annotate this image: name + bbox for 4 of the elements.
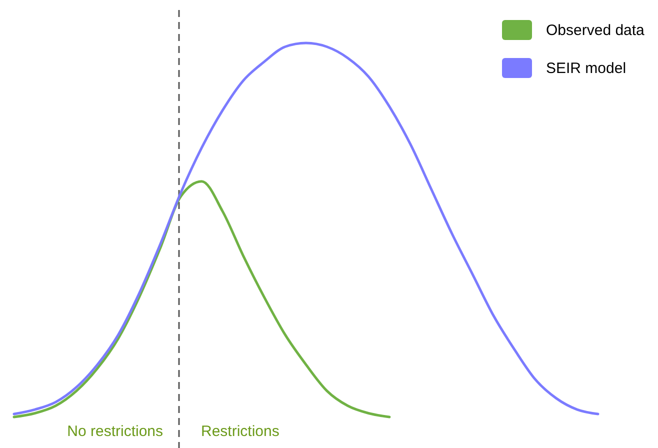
legend-label: Observed data	[546, 22, 646, 39]
legend-label: SEIR model	[546, 60, 626, 77]
text: No restrictions	[67, 423, 163, 440]
text: Restrictions	[201, 423, 280, 440]
